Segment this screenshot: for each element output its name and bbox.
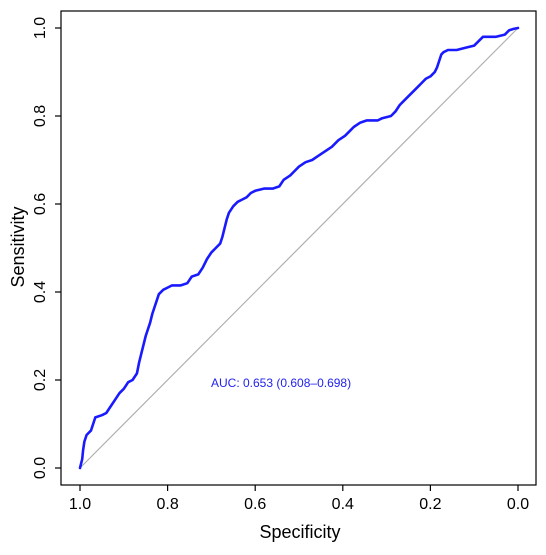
roc-curve-layer (78, 26, 520, 470)
reference-line-layer (79, 27, 519, 469)
axes-layer: 1.0 0.8 0.6 0.4 0.2 0.0 0.0 0.2 0.4 0.6 0.8 1.0 (32, 10, 537, 513)
y-tick-label: 0.0 (32, 457, 49, 479)
reference-diagonal-line (79, 27, 519, 469)
y-tick-label: 0.4 (32, 281, 49, 303)
plot-border (60, 10, 537, 486)
x-tick-label: 0.8 (156, 496, 178, 513)
auc-annotation: AUC: 0.653 (0.608–0.698) (211, 376, 351, 390)
x-tick-label: 0.2 (419, 496, 441, 513)
y-tick-label: 0.8 (32, 105, 49, 127)
y-axis-label: Sensitivity (8, 206, 28, 287)
y-tick-label: 0.2 (32, 369, 49, 391)
x-tick-label: 0.6 (244, 496, 266, 513)
x-axis-label: Specificity (259, 522, 340, 542)
x-tick-label: 0.4 (332, 496, 354, 513)
roc-curve-line (78, 26, 520, 470)
x-tick-label: 1.0 (69, 496, 91, 513)
y-tick-label: 0.6 (32, 193, 49, 215)
x-tick-label: 0.0 (507, 496, 529, 513)
y-tick-label: 1.0 (32, 17, 49, 39)
label-layer: Specificity Sensitivity AUC: 0.653 (0.60… (8, 206, 351, 542)
